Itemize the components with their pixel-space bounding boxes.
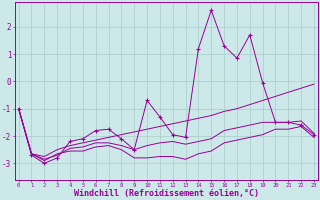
X-axis label: Windchill (Refroidissement éolien,°C): Windchill (Refroidissement éolien,°C) (74, 189, 259, 198)
